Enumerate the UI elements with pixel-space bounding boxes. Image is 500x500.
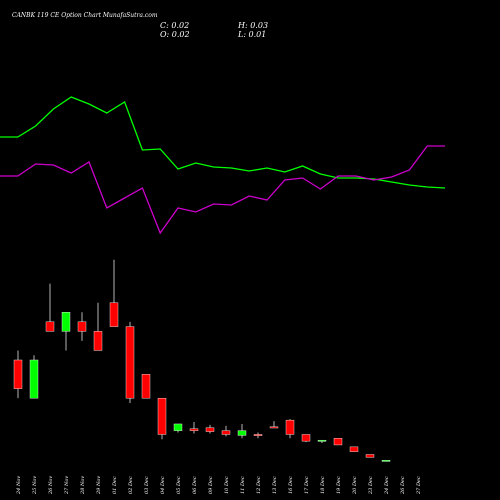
candle-body (365, 454, 375, 458)
candle (221, 425, 231, 437)
candle-body (141, 374, 151, 399)
x-tick-label: 28 Nov (80, 476, 86, 495)
candle-body (333, 438, 343, 446)
x-tick-label: 23 Dec (368, 476, 374, 495)
candle-body (221, 430, 231, 435)
candle (189, 422, 199, 434)
candle-body (317, 439, 327, 442)
x-tick-label: 27 Dec (416, 476, 422, 495)
candle-body (189, 428, 199, 431)
x-tick-label: 06 Dec (192, 476, 198, 494)
open-readout: O: 0.02 (160, 30, 190, 39)
x-axis-ticks: 24 Nov 25 Nov 26 Nov 27 Nov 28 Nov 29 Nov 01 D… (16, 476, 422, 495)
candle (269, 421, 279, 429)
x-tick-label: 19 Dec (336, 476, 342, 494)
candle (141, 374, 151, 399)
candle (253, 432, 263, 439)
candle-body (381, 460, 391, 462)
x-tick-label: 02 Dec (128, 476, 134, 494)
x-tick-label: 18 Dec (320, 476, 326, 494)
candle-body (29, 359, 39, 399)
x-tick-label: 04 Dec (160, 476, 166, 494)
x-tick-label: 26 Dec (400, 476, 406, 495)
x-tick-label: 26 Nov (48, 476, 54, 495)
indicator-lines (0, 96, 446, 235)
x-tick-label: 20 Dec (352, 476, 358, 495)
candle-body (13, 359, 23, 389)
candle (109, 259, 119, 327)
indicator-line-2 (0, 145, 445, 235)
x-tick-label: 10 Dec (224, 476, 230, 494)
x-tick-label: 12 Dec (256, 476, 262, 494)
x-tick-label: 13 Dec (272, 476, 278, 494)
x-tick-label: 29 Nov (96, 476, 102, 495)
x-tick-label: 11 Dec (240, 476, 246, 494)
x-tick-label: 01 Dec (112, 476, 118, 494)
candle-body (45, 321, 55, 332)
candle (45, 283, 55, 332)
candle (365, 454, 375, 458)
candle (381, 460, 391, 462)
x-tick-label: 09 Dec (208, 476, 214, 494)
candle (29, 355, 39, 399)
x-tick-label: 24 Dec (384, 476, 390, 495)
high-readout: H: 0.03 (237, 21, 268, 30)
x-tick-label: 24 Nov (16, 476, 22, 495)
candle-body (301, 434, 311, 442)
candle-body (349, 446, 359, 452)
x-tick-label: 17 Dec (304, 476, 310, 494)
candle-body (157, 397, 167, 435)
candle-body (285, 419, 295, 435)
candle-body (61, 312, 71, 332)
candle (237, 423, 247, 439)
candle-body (269, 426, 279, 429)
candle-body (173, 423, 183, 431)
candle-body (253, 434, 263, 436)
close-readout: C: 0.02 (160, 21, 189, 30)
x-tick-label: 27 Nov (64, 476, 70, 495)
candle (333, 438, 343, 446)
x-tick-label: 25 Nov (32, 476, 38, 495)
candle (125, 321, 135, 403)
candle (93, 302, 103, 351)
candle-body (93, 331, 103, 351)
x-tick-label: 03 Dec (144, 476, 150, 494)
candle-body (109, 302, 119, 327)
candle-body (205, 427, 215, 432)
candle-body (125, 326, 135, 399)
candle (301, 434, 311, 443)
chart-title: CANBK 119 CE Option Chart MunafaSutra.co… (12, 12, 158, 19)
candle (173, 423, 183, 433)
candle (77, 312, 87, 341)
low-readout: L: 0.01 (237, 30, 266, 39)
candle (157, 397, 167, 440)
x-tick-label: 05 Dec (176, 476, 182, 494)
candle (349, 446, 359, 452)
candles (13, 259, 391, 462)
x-tick-label: 16 Dec (288, 476, 294, 494)
candle (61, 312, 71, 351)
candle-body (237, 430, 247, 436)
candle (285, 419, 295, 439)
candle-body (77, 321, 87, 332)
candle (317, 439, 327, 444)
indicator-line-1 (0, 96, 446, 189)
candle (13, 350, 23, 399)
candle (205, 424, 215, 434)
